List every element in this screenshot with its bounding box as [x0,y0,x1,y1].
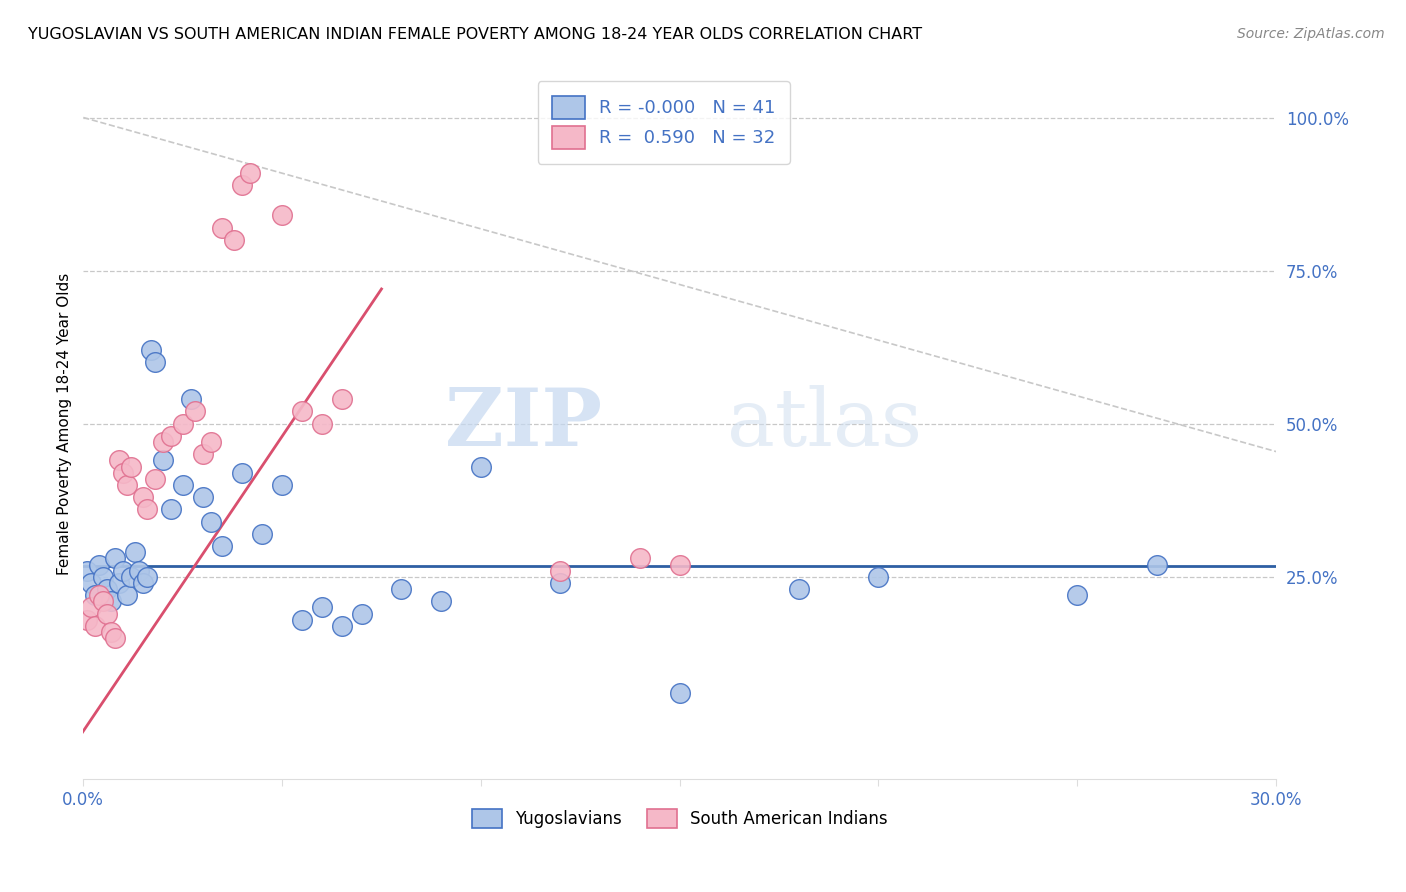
Point [135,570,157,584]
Point [115,588,138,602]
Point [100,624,122,639]
Point [330,619,353,633]
Point [120,570,142,584]
Point [76,564,98,578]
Point [96,582,118,596]
Point [124,545,146,559]
Point [139,343,162,358]
Point [100,594,122,608]
Point [91,570,114,584]
Point [271,478,294,492]
Point [143,472,166,486]
Legend: Yugoslavians, South American Indians: Yugoslavians, South American Indians [465,802,894,835]
Point [152,435,174,450]
Point [1146,558,1168,572]
Point [231,466,253,480]
Point [180,392,202,407]
Point [311,417,333,431]
Point [211,220,233,235]
Point [668,558,690,572]
Point [311,600,333,615]
Point [89,588,111,602]
Point [628,551,651,566]
Point [159,502,181,516]
Point [191,447,214,461]
Point [868,570,890,584]
Point [239,166,262,180]
Point [104,551,127,566]
Point [200,435,222,450]
Point [143,355,166,369]
Point [132,576,155,591]
Point [291,613,314,627]
Point [271,209,294,223]
Point [80,576,103,591]
Text: Source: ZipAtlas.com: Source: ZipAtlas.com [1237,27,1385,41]
Point [132,490,155,504]
Point [84,588,107,602]
Point [389,582,412,596]
Point [159,429,181,443]
Point [91,594,114,608]
Point [200,515,222,529]
Point [291,404,314,418]
Point [668,686,690,700]
Point [112,466,135,480]
Point [231,178,253,192]
Point [76,613,98,627]
Point [108,453,131,467]
Text: atlas: atlas [727,384,922,463]
Point [115,478,138,492]
Point [787,582,810,596]
Point [128,564,150,578]
Point [112,564,135,578]
Point [96,607,118,621]
Point [108,576,131,591]
Point [172,417,194,431]
Point [172,478,194,492]
Point [89,558,111,572]
Point [183,404,205,418]
Point [1066,588,1088,602]
Point [135,502,157,516]
Point [430,594,453,608]
Point [152,453,174,467]
Point [191,490,214,504]
Point [84,619,107,633]
Point [350,607,373,621]
Point [104,631,127,645]
Y-axis label: Female Poverty Among 18-24 Year Olds: Female Poverty Among 18-24 Year Olds [58,273,72,574]
Point [80,600,103,615]
Point [224,233,246,247]
Point [550,564,572,578]
Point [250,527,273,541]
Point [120,459,142,474]
Text: ZIP: ZIP [446,384,602,463]
Text: YUGOSLAVIAN VS SOUTH AMERICAN INDIAN FEMALE POVERTY AMONG 18-24 YEAR OLDS CORREL: YUGOSLAVIAN VS SOUTH AMERICAN INDIAN FEM… [28,27,922,42]
Point [330,392,353,407]
Point [470,459,492,474]
Point [550,576,572,591]
Point [211,539,233,553]
